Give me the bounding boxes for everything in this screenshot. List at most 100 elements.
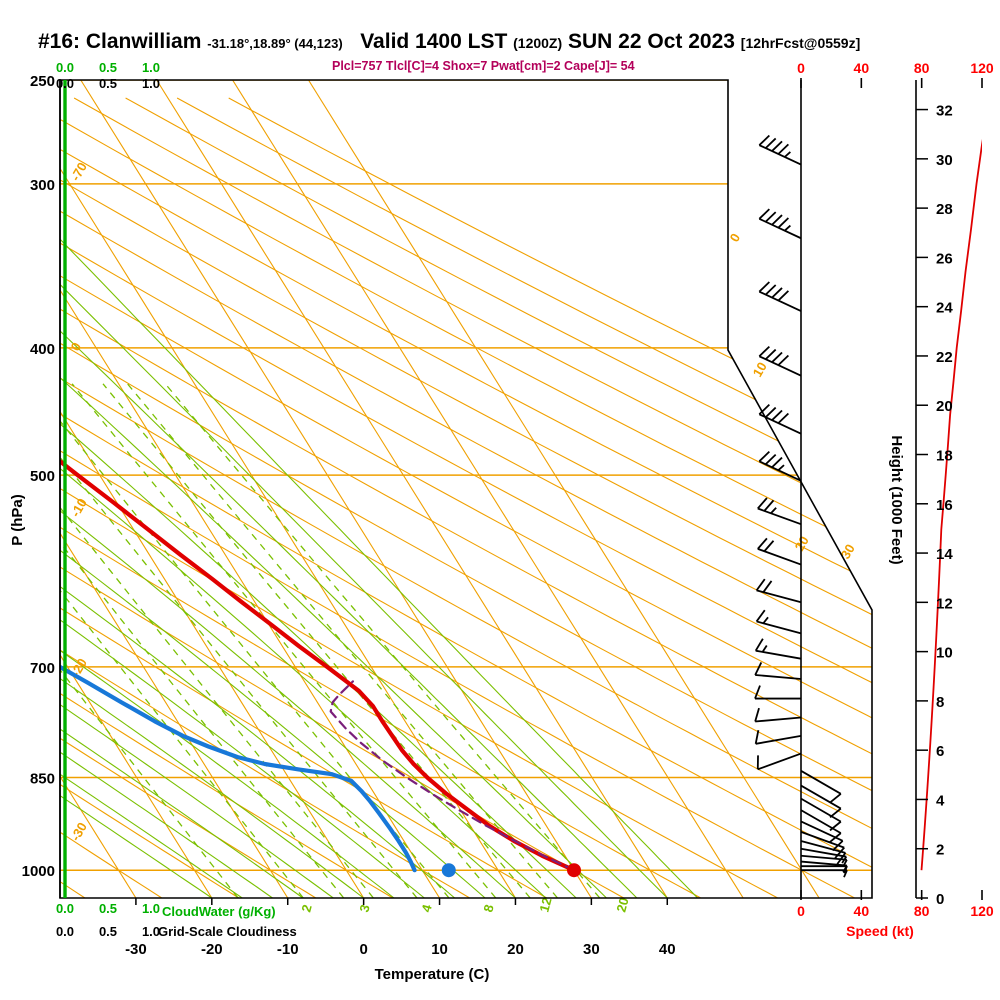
cloudiness-tick-top-0: 0.0 [56, 76, 74, 91]
pressure-tick-300: 300 [30, 177, 55, 194]
temperature-tick-0: 0 [359, 941, 367, 958]
mixing-ratio-label-4: 12 [536, 896, 554, 914]
cloudiness-tick-bot-0: 0.0 [56, 924, 74, 939]
wind-barb [757, 537, 802, 566]
wind-barb [754, 685, 801, 700]
height-tick-32: 32 [936, 103, 953, 120]
cloudwater-tick-top-1: 0.5 [99, 60, 117, 75]
curve-temperature [60, 132, 577, 873]
speed-tick-bot-0: 0 [797, 903, 805, 919]
temperature-axis-label: Temperature (C) [375, 966, 490, 983]
wind-barb [758, 403, 802, 435]
height-tick-8: 8 [936, 694, 944, 711]
temperature-tick--20: -20 [201, 941, 223, 958]
isotherm-label-6: 10 [750, 359, 770, 379]
height-tick-20: 20 [936, 398, 953, 415]
temperature-tick-30: 30 [583, 941, 600, 958]
wind-barb [758, 451, 802, 482]
pressure-tick-500: 500 [30, 468, 55, 485]
height-axis-label: Height (1000 Feet) [888, 435, 905, 564]
valid-date: SUN 22 Oct 2023 [568, 30, 735, 53]
wind-barb [755, 578, 802, 604]
cloudiness-tick-top-1: 0.5 [99, 76, 117, 91]
pressure-tick-850: 850 [30, 771, 55, 788]
speed-tick-bot-40: 40 [854, 903, 870, 919]
sounding-indices: Plcl=757 Tlcl[C]=4 Shox=7 Pwat[cm]=2 Cap… [332, 59, 635, 73]
height-tick-4: 4 [936, 792, 945, 809]
mixing-ratio-label-3: 8 [480, 903, 496, 914]
station-coords: -31.18°,18.89° (44,123) [207, 36, 343, 51]
pressure-tick-1000: 1000 [22, 863, 55, 880]
cloudwater-tick-top-0: 0.0 [56, 60, 74, 75]
cloudwater-tick-bot-1: 0.5 [99, 901, 117, 916]
forecast-stamp: [12hrFcst@0559z] [740, 35, 861, 51]
cloudiness-tick-bot-2: 1.0 [142, 924, 160, 939]
mixing-ratio-labels: 2 3 4 8 12 20 [298, 896, 631, 914]
cloudwater-tick-top-2: 1.0 [142, 60, 160, 75]
speed-curve [920, 138, 982, 871]
isotherm-label-8: 30 [838, 541, 858, 561]
speed-axis-label: Speed (kt) [846, 923, 914, 939]
speed-tick-bot-80: 80 [914, 903, 930, 919]
valid-time: Valid 1400 LST [360, 30, 508, 53]
cloudwater-axis-label: CloudWater (g/Kg) [162, 904, 276, 919]
mixing-ratio-label-2: 4 [418, 902, 435, 914]
wind-barb [754, 729, 802, 745]
wind-barb [754, 662, 802, 680]
height-tick-16: 16 [936, 497, 953, 514]
wind-barb [757, 497, 802, 526]
wind-barb [758, 345, 802, 377]
height-tick-14: 14 [936, 546, 953, 563]
temperature-tick--30: -30 [125, 941, 147, 958]
isotherm-label-5: 0 [727, 231, 744, 245]
station-id: #16: [38, 30, 81, 53]
isotherm-label-0: -70 [68, 160, 90, 184]
curve-parcel [329, 680, 576, 872]
wind-barb [754, 638, 802, 660]
pressure-tick-400: 400 [30, 341, 55, 358]
page-title: #16: Clanwilliam -31.18°,18.89° (44,123)… [38, 30, 860, 54]
temperature-tick-10: 10 [431, 941, 448, 958]
surface-dewpoint-marker [441, 863, 456, 878]
cloudiness-tick-bot-1: 0.5 [99, 924, 117, 939]
speed-tick-bot-120: 120 [970, 903, 994, 919]
mixing-ratio-label-5: 20 [613, 896, 631, 914]
wind-speed-profile [920, 138, 982, 871]
height-tick-28: 28 [936, 201, 953, 218]
plot-frame [59, 79, 917, 899]
height-tick-24: 24 [936, 300, 953, 317]
height-tick-2: 2 [936, 842, 944, 859]
wind-barb [755, 609, 802, 635]
mixing-ratio-label-0: 2 [298, 903, 314, 914]
height-tick-30: 30 [936, 152, 953, 169]
wind-barb [801, 869, 848, 878]
pressure-axis-label: P (hPa) [9, 494, 26, 545]
skewt-grid [60, 80, 872, 898]
pressure-tick-700: 700 [30, 660, 55, 677]
speed-tick-top-120: 120 [970, 60, 994, 76]
cloudiness-tick-top-2: 1.0 [142, 76, 160, 91]
height-tick-22: 22 [936, 349, 953, 366]
wind-barb [756, 752, 802, 771]
height-tick-18: 18 [936, 448, 953, 465]
wind-barbs [754, 134, 848, 878]
cloudiness-axis-label: Grid-Scale Cloudiness [158, 924, 297, 939]
height-tick-26: 26 [936, 250, 953, 267]
isotherm-label-1: 0 [68, 340, 85, 354]
wind-barb [754, 707, 802, 723]
height-tick-12: 12 [936, 595, 953, 612]
cloudwater-tick-bot-2: 1.0 [142, 901, 160, 916]
temperature-tick-40: 40 [659, 941, 676, 958]
isotherm-label-2: -10 [68, 496, 90, 520]
surface-markers [441, 863, 582, 878]
valid-time-utc: (1200Z) [513, 35, 563, 51]
temperature-tick-20: 20 [507, 941, 524, 958]
wind-barb [800, 831, 845, 859]
surface-temperature-marker [567, 863, 582, 878]
temperature-tick--10: -10 [277, 941, 299, 958]
sounding-curves [60, 132, 577, 873]
curve-dewpoint [60, 132, 417, 873]
wind-barb [758, 208, 802, 240]
